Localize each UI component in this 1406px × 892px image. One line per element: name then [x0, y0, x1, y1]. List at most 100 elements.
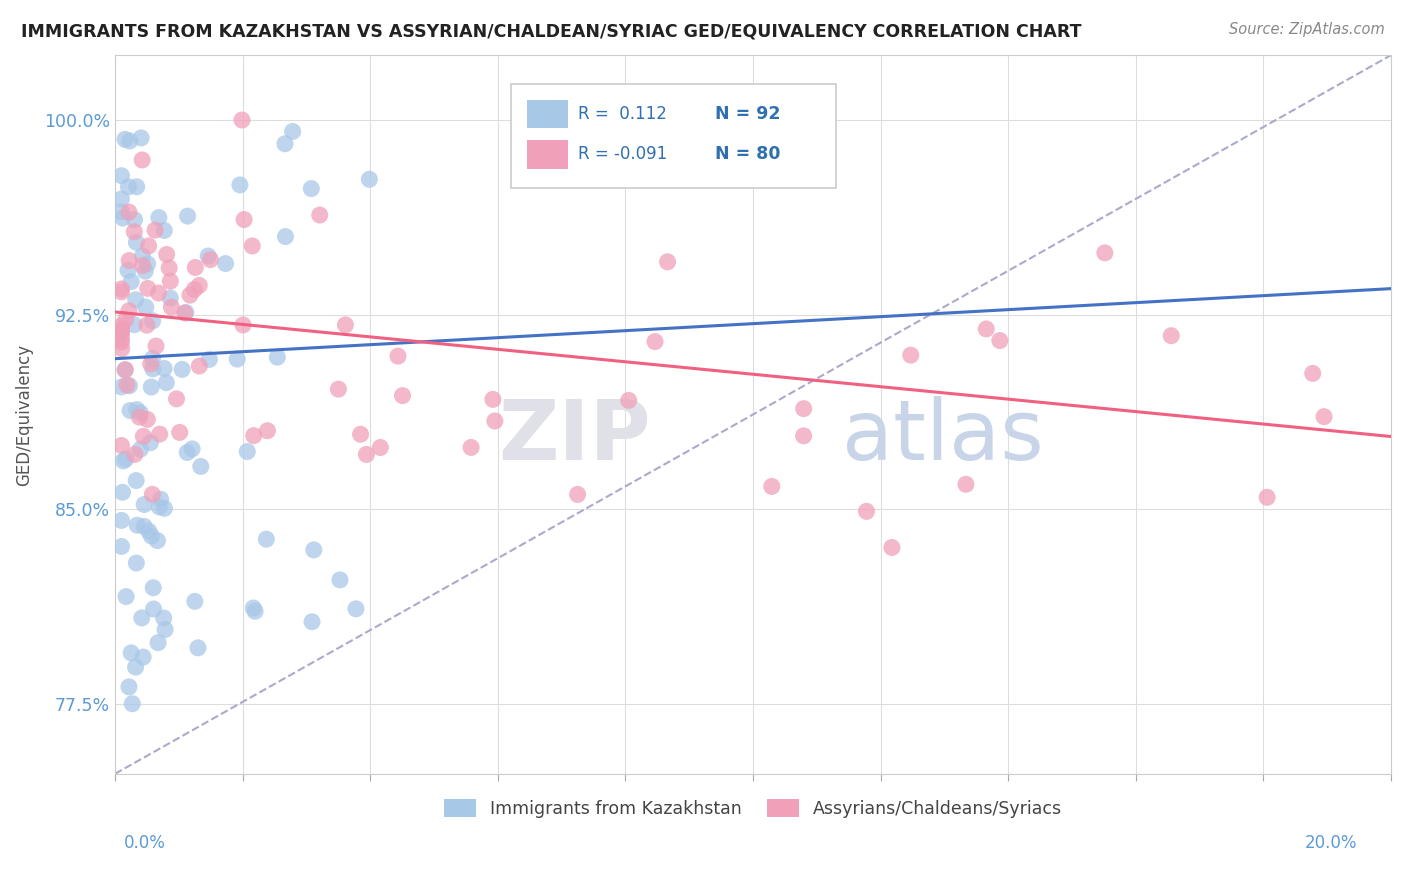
Point: [148, 285, 170, 300]
FancyBboxPatch shape: [527, 100, 568, 128]
Point: [141, 529, 163, 543]
Point: [114, 312, 136, 326]
Point: [200, 252, 222, 267]
Point: [484, 414, 506, 428]
Text: 20.0%: 20.0%: [1305, 834, 1357, 852]
Point: [110, 285, 132, 299]
Point: [134, 498, 156, 512]
Point: [299, 181, 322, 195]
Point: [120, 646, 142, 660]
Point: [184, 594, 207, 608]
Point: [184, 260, 207, 275]
Point: [131, 611, 153, 625]
Point: [1313, 409, 1336, 424]
Point: [855, 504, 877, 518]
Point: [115, 590, 138, 604]
Point: [356, 447, 378, 461]
Point: [657, 255, 679, 269]
Point: [125, 235, 148, 250]
Point: [134, 264, 156, 278]
Point: [114, 362, 136, 376]
Text: N = 92: N = 92: [714, 105, 780, 123]
Point: [118, 205, 141, 219]
Point: [391, 389, 413, 403]
Point: [229, 178, 252, 192]
Point: [179, 288, 201, 302]
Point: [124, 225, 146, 239]
Point: [153, 361, 176, 376]
Point: [359, 172, 381, 186]
Point: [328, 382, 350, 396]
Point: [124, 447, 146, 461]
Point: [187, 640, 209, 655]
Point: [127, 518, 149, 533]
Point: [129, 442, 152, 457]
Point: [160, 300, 183, 314]
Point: [153, 223, 176, 237]
Point: [118, 134, 141, 148]
Point: [125, 556, 148, 570]
Point: [159, 291, 181, 305]
Point: [152, 611, 174, 625]
Point: [188, 359, 211, 373]
Point: [129, 131, 152, 145]
Point: [110, 334, 132, 349]
Point: [110, 326, 132, 340]
Point: [136, 257, 159, 271]
Point: [974, 322, 997, 336]
Point: [114, 363, 136, 377]
Point: [118, 304, 141, 318]
Point: [793, 401, 815, 416]
Point: [243, 604, 266, 618]
Point: [644, 334, 666, 349]
Point: [254, 532, 277, 546]
Point: [181, 442, 204, 456]
Text: Source: ZipAtlas.com: Source: ZipAtlas.com: [1229, 22, 1385, 37]
Point: [174, 305, 197, 319]
Point: [232, 318, 254, 332]
FancyBboxPatch shape: [527, 140, 568, 169]
Point: [274, 229, 297, 244]
Point: [115, 378, 138, 392]
Text: N = 80: N = 80: [714, 145, 780, 163]
Point: [617, 393, 640, 408]
Point: [233, 212, 256, 227]
Point: [155, 376, 177, 390]
Point: [110, 513, 132, 527]
Point: [1160, 328, 1182, 343]
Point: [141, 487, 163, 501]
Point: [153, 623, 176, 637]
Point: [112, 454, 135, 468]
Point: [110, 324, 132, 338]
Point: [148, 211, 170, 225]
Point: [114, 452, 136, 467]
Point: [242, 428, 264, 442]
Point: [308, 208, 330, 222]
Point: [387, 349, 409, 363]
Point: [143, 223, 166, 237]
Point: [142, 602, 165, 616]
Point: [110, 204, 132, 219]
Point: [344, 602, 367, 616]
Point: [111, 342, 134, 356]
Point: [118, 378, 141, 392]
Point: [159, 274, 181, 288]
Point: [214, 256, 236, 270]
Point: [240, 239, 263, 253]
Point: [190, 459, 212, 474]
Point: [176, 209, 198, 223]
Point: [125, 179, 148, 194]
Point: [349, 427, 371, 442]
Point: [118, 403, 141, 417]
Point: [111, 211, 134, 225]
Point: [142, 314, 165, 328]
Point: [110, 282, 132, 296]
Point: [110, 540, 132, 554]
Point: [118, 253, 141, 268]
Point: [157, 260, 180, 275]
Point: [124, 212, 146, 227]
Point: [301, 615, 323, 629]
Point: [231, 113, 253, 128]
Point: [135, 318, 157, 333]
Point: [197, 249, 219, 263]
